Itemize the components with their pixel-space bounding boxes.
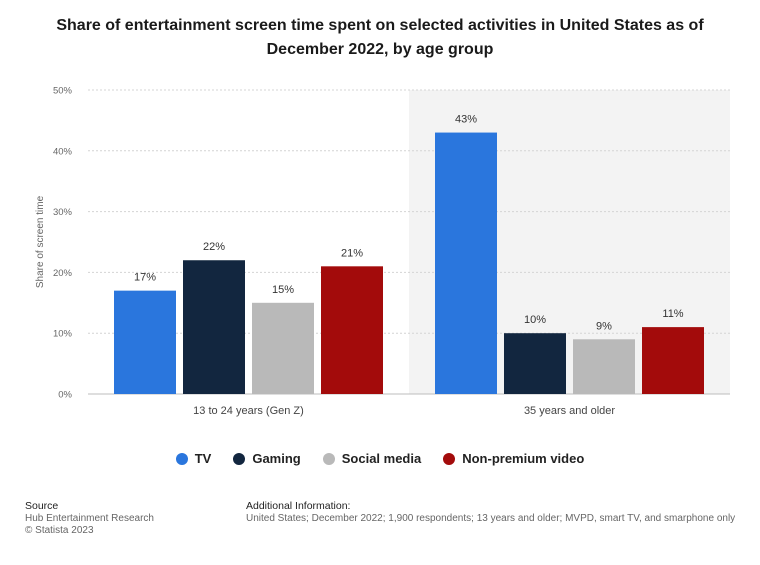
copyright-line: © Statista 2023 [25,525,94,536]
bar-social-media[interactable] [252,302,314,394]
legend-label: Non-premium video [462,451,585,466]
legend-item[interactable]: Social media [322,451,422,466]
info-heading: Additional Information: [246,500,351,512]
x-tick-label: 13 to 24 years (Gen Z) [193,405,304,417]
y-tick-label: 40% [53,146,73,157]
bar-tv[interactable] [435,132,497,394]
y-tick-labels: 0% 10% 20% 30% 40% 50% [53,86,73,401]
source-line: Hub Entertainment Research [25,512,154,524]
bars: 17% 22% 15% 21% 43% 10% 9% 11% [114,114,704,394]
bar-value-label: 17% [134,272,156,284]
bar-value-label: 10% [524,314,546,326]
additional-info-block: Additional Information: United States; D… [246,500,735,525]
source-heading: Source [25,500,59,512]
y-axis-label: Share of screen time [35,195,46,288]
x-tick-label: 35 years and older [524,405,615,417]
y-tick-label: 0% [58,390,72,401]
bar-value-label: 9% [596,320,612,332]
bar-gaming[interactable] [504,333,566,394]
bar-value-label: 11% [662,308,683,320]
legend-item[interactable]: Gaming [233,451,301,466]
legend-label: Social media [341,451,422,466]
chart-title: Share of entertainment screen time spent… [56,17,704,58]
y-tick-label: 10% [53,329,73,340]
info-text: United States; December 2022; 1,900 resp… [246,512,736,524]
legend-label: TV [194,451,212,466]
legend-marker-icon [443,452,456,465]
y-tick-label: 50% [53,86,73,97]
bar-value-label: 43% [455,114,477,126]
bar-non-premium-video[interactable] [321,266,383,394]
bar-value-label: 22% [203,241,225,253]
bar-value-label: 15% [272,284,294,296]
source-block: Source Hub Entertainment Research © Stat… [25,500,154,538]
legend-marker-icon [175,452,188,465]
legend-item[interactable]: TV [175,451,212,466]
x-tick-labels: 13 to 24 years (Gen Z) 35 years and older [193,405,615,417]
y-tick-label: 30% [53,207,73,218]
legend-marker-icon [322,452,335,465]
legend: TV Gaming Social media Non-premium video [0,451,760,466]
bar-social-media[interactable] [573,339,635,394]
legend-marker-icon [233,452,246,465]
bar-chart: 0% 10% 20% 30% 40% 50% Share of screen time 1… [35,86,730,417]
y-tick-label: 20% [53,268,73,279]
bar-value-label: 21% [341,247,363,259]
bar-tv[interactable] [114,290,176,394]
bar-non-premium-video[interactable] [642,327,704,394]
legend-item[interactable]: Non-premium video [443,451,584,466]
bar-gaming[interactable] [183,260,245,394]
legend-label: Gaming [252,451,301,466]
